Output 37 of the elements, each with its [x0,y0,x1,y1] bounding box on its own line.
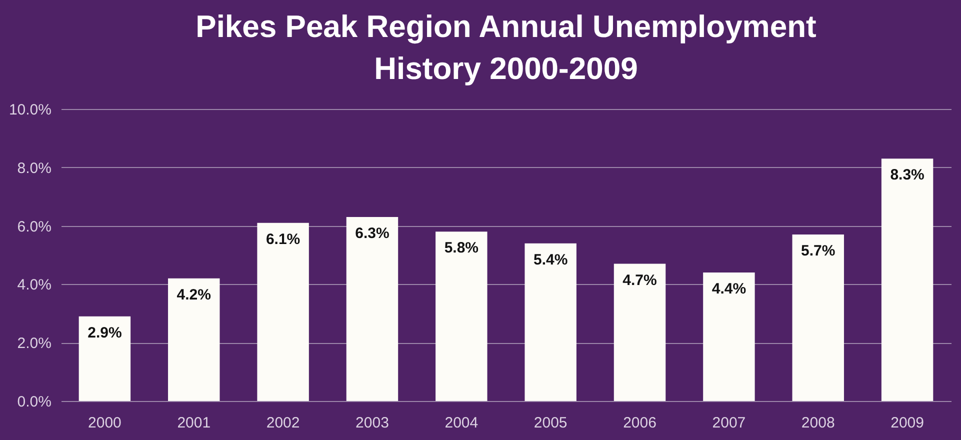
y-tick-label: 2.0% [17,335,52,352]
data-label: 4.4% [712,280,746,298]
x-tick-label: 2004 [444,414,478,432]
x-tick-label: 2005 [534,414,568,432]
data-label: 4.2% [176,286,211,304]
bar [78,316,131,401]
x-tick-label: 2002 [266,414,300,432]
x-tick-label: 2003 [356,414,389,432]
bar [168,278,220,401]
data-label: 5.7% [801,242,836,260]
y-tick-label: 8.0% [17,160,52,177]
data-label: 6.1% [266,230,300,248]
y-tick-label: 10.0% [8,102,52,118]
bar [792,234,844,401]
data-label: 6.3% [355,225,390,242]
x-tick-label: 2009 [890,414,924,432]
data-label: 5.4% [533,251,568,268]
bar [881,158,934,401]
bar [346,217,398,401]
data-label: 4.7% [622,272,657,289]
bar [614,264,666,401]
bar [436,232,488,401]
bar [257,222,309,401]
x-tick-label: 2008 [801,414,835,432]
x-tick-label: 2006 [623,414,656,432]
y-tick-label: 6.0% [17,218,52,236]
data-label: 2.9% [88,324,122,342]
chart-title: Pikes Peak Region Annual Unemployment History 2000-2009 [196,9,816,86]
bar [524,243,576,401]
data-label: 5.8% [444,240,479,257]
x-tick-label: 2000 [88,414,122,432]
x-tick-label: 2001 [177,414,211,432]
bar [703,272,755,401]
y-tick-label: 0.0% [17,394,52,410]
x-tick-label: 2007 [712,414,746,432]
data-label: 8.3% [890,166,924,184]
y-tick-label: 4.0% [17,276,52,294]
